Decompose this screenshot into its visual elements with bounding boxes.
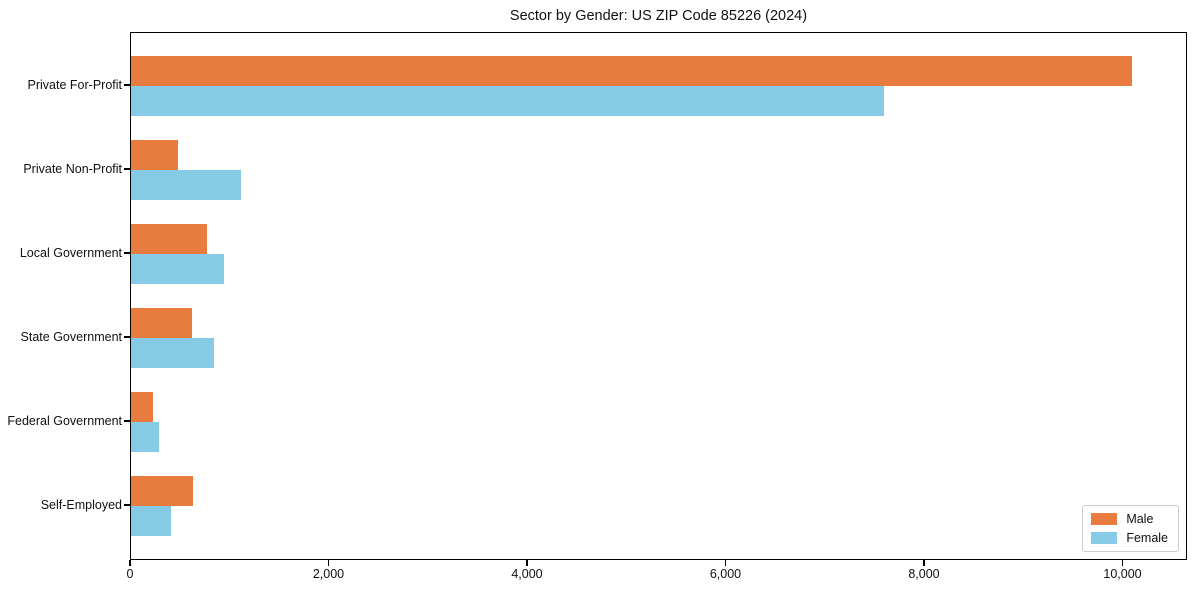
female-legend-swatch [1091,532,1118,544]
legend-item-male: Male [1091,512,1168,526]
x-axis-tick [129,560,131,566]
y-axis-label: Local Government [19,246,122,260]
male-bar [131,308,193,338]
female-bar [131,254,225,284]
female-bar [131,170,241,200]
male-bar [131,56,1132,86]
chart-title: Sector by Gender: US ZIP Code 85226 (202… [509,8,808,24]
female-legend-label: Female [1126,531,1168,545]
y-axis-label: State Government [20,330,122,344]
female-bar [131,422,159,452]
plot-area: Male Female [130,32,1187,560]
male-bar [131,224,208,254]
x-axis-tick [526,560,528,566]
y-axis-label: Private Non-Profit [23,162,122,176]
y-axis-label: Federal Government [7,414,122,428]
male-legend-swatch [1091,513,1118,525]
male-bar [131,476,194,506]
x-axis-tick-label: 4,000 [511,567,543,581]
male-bar [131,392,153,422]
male-bar [131,140,178,170]
y-axis-label: Private For-Profit [27,78,122,92]
x-axis-tick [724,560,727,566]
x-axis-tick-label: 2,000 [312,567,345,581]
legend: Male Female [1082,505,1179,552]
female-bar [131,506,171,536]
x-axis-tick [923,560,925,566]
male-legend-label: Male [1126,512,1154,526]
female-bar [131,338,215,368]
x-axis-tick-label: 10,000 [1103,567,1142,581]
female-bar [131,86,884,116]
y-axis-label: Self-Employed [40,498,122,512]
x-axis-tick [327,560,330,566]
x-axis-tick-label: 6,000 [709,567,742,581]
x-axis-tick-label: 8,000 [908,567,940,581]
legend-item-female: Female [1091,531,1168,545]
x-axis-tick-label: 0 [126,567,134,581]
x-axis-tick [1121,560,1124,566]
